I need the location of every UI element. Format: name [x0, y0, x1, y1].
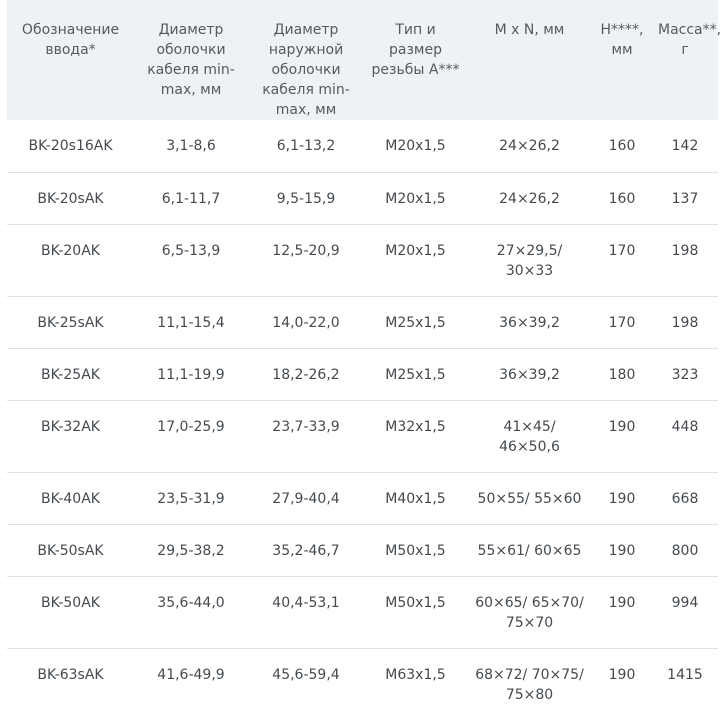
cell-designation: BK-20sAK	[7, 172, 134, 225]
cell-outer-sheath-diameter: 6,1-13,2	[248, 120, 364, 173]
cell-height: 160	[592, 172, 652, 225]
cell-height: 160	[592, 120, 652, 173]
cell-height: 190	[592, 576, 652, 649]
cell-designation: BK-25sAK	[7, 296, 134, 349]
cell-thread: M32x1,5	[364, 400, 467, 473]
cell-designation: BK-40AK	[7, 472, 134, 525]
cell-outer-sheath-diameter: 18,2-26,2	[248, 348, 364, 401]
cell-mass: 198	[652, 296, 718, 349]
cell-cable-sheath-diameter: 41,6-49,9	[157, 666, 225, 683]
header-outer-sheath-diameter: Диаметр наружной оболочки кабеля min-max…	[262, 22, 350, 118]
cell-mass: 800	[652, 524, 718, 577]
cell-height: 190	[592, 400, 652, 473]
cell-outer-sheath-diameter: 14,0-22,0	[248, 296, 364, 349]
cell-m-x-n: 24×26,2	[467, 172, 592, 225]
table-row: BK-63sAK 41,6-49,9 45,6-59,4 M63x1,5 68×…	[7, 648, 718, 708]
cell-thread: M25x1,5	[364, 348, 467, 401]
cell-thread: M40x1,5	[364, 472, 467, 525]
table-row: BK-25AK 11,1-19,9 18,2-26,2 M25x1,5 36×3…	[7, 348, 718, 401]
table-row: BK-20s16AK 3,1-8,6 6,1-13,2 M20x1,5 24×2…	[7, 120, 718, 173]
cell-cable-sheath-diameter: 6,5-13,9	[134, 224, 248, 297]
cell-height: 190	[608, 666, 636, 683]
cell-cable-sheath-diameter: 17,0-25,9	[134, 400, 248, 473]
cell-m-x-n: 36×39,2	[467, 296, 592, 349]
cell-height: 190	[592, 524, 652, 577]
cell-designation: BK-63sAK	[37, 666, 104, 683]
table-row: BK-50AK 35,6-44,0 40,4-53,1 M50x1,5 60×6…	[7, 576, 718, 649]
table-row: BK-50sAK 29,5-38,2 35,2-46,7 M50x1,5 55×…	[7, 524, 718, 577]
cell-m-x-n: 27×29,5/ 30×33	[467, 224, 592, 297]
header-mass: Масса**, г	[658, 22, 722, 58]
cell-mass: 142	[652, 120, 718, 173]
cell-mass: 323	[652, 348, 718, 401]
cell-thread: M50x1,5	[364, 576, 467, 649]
cell-outer-sheath-diameter: 23,7-33,9	[248, 400, 364, 473]
cell-m-x-n: 24×26,2	[467, 120, 592, 173]
cell-designation: BK-20s16AK	[7, 120, 134, 173]
table-row: BK-20sAK 6,1-11,7 9,5-15,9 M20x1,5 24×26…	[7, 172, 718, 225]
table-row: BK-20AK 6,5-13,9 12,5-20,9 M20x1,5 27×29…	[7, 224, 718, 297]
cell-designation: BK-32AK	[7, 400, 134, 473]
cell-m-x-n: 50×55/ 55×60	[467, 472, 592, 525]
cell-mass: 668	[652, 472, 718, 525]
cell-cable-sheath-diameter: 35,6-44,0	[134, 576, 248, 649]
table-row: BK-40AK 23,5-31,9 27,9-40,4 M40x1,5 50×5…	[7, 472, 718, 525]
cell-m-x-n: 60×65/ 65×70/ 75×70	[467, 576, 592, 649]
cell-height: 180	[592, 348, 652, 401]
cell-cable-sheath-diameter: 6,1-11,7	[134, 172, 248, 225]
cell-thread: M20x1,5	[364, 120, 467, 173]
cell-height: 170	[592, 224, 652, 297]
table-row: BK-25sAK 11,1-15,4 14,0-22,0 M25x1,5 36×…	[7, 296, 718, 349]
cell-mass: 137	[652, 172, 718, 225]
cable-gland-spec-table: Обозначение ввода* Диаметр оболочки кабе…	[7, 0, 722, 708]
cell-outer-sheath-diameter: 40,4-53,1	[248, 576, 364, 649]
cell-mass: 994	[652, 576, 718, 649]
cell-height: 190	[592, 472, 652, 525]
cell-mass: 1415	[667, 666, 703, 683]
cell-designation: BK-50AK	[7, 576, 134, 649]
cell-outer-sheath-diameter: 9,5-15,9	[248, 172, 364, 225]
cell-designation: BK-25AK	[7, 348, 134, 401]
cell-outer-sheath-diameter: 12,5-20,9	[248, 224, 364, 297]
cell-m-x-n: 36×39,2	[467, 348, 592, 401]
header-cable-sheath-diameter: Диаметр оболочки кабеля min-max, мм	[147, 22, 235, 98]
cell-cable-sheath-diameter: 23,5-31,9	[134, 472, 248, 525]
cell-cable-sheath-diameter: 11,1-19,9	[134, 348, 248, 401]
cell-designation: BK-20AK	[7, 224, 134, 297]
cell-m-x-n: 41×45/ 46×50,6	[467, 400, 592, 473]
cell-thread: M20x1,5	[364, 172, 467, 225]
cell-m-x-n: 55×61/ 60×65	[467, 524, 592, 577]
cell-thread: M63x1,5	[385, 666, 446, 683]
header-height: H****, мм	[600, 22, 644, 58]
cell-cable-sheath-diameter: 3,1-8,6	[134, 120, 248, 173]
header-thread-type-size: Тип и размер резьбы А***	[371, 22, 460, 78]
cell-m-x-n: 68×72/ 70×75/ 75×80	[475, 666, 584, 703]
cell-cable-sheath-diameter: 11,1-15,4	[134, 296, 248, 349]
cell-thread: M50x1,5	[364, 524, 467, 577]
cell-designation: BK-50sAK	[7, 524, 134, 577]
cell-cable-sheath-diameter: 29,5-38,2	[134, 524, 248, 577]
cell-height: 170	[592, 296, 652, 349]
cell-mass: 198	[652, 224, 718, 297]
cell-outer-sheath-diameter: 45,6-59,4	[272, 666, 340, 683]
cell-mass: 448	[652, 400, 718, 473]
header-designation: Обозначение ввода*	[21, 22, 120, 58]
cell-thread: M20x1,5	[364, 224, 467, 297]
table-row: BK-32AK 17,0-25,9 23,7-33,9 M32x1,5 41×4…	[7, 400, 718, 473]
cell-outer-sheath-diameter: 27,9-40,4	[248, 472, 364, 525]
header-m-x-n: M x N, мм	[494, 22, 565, 38]
table-header-row: Обозначение ввода* Диаметр оболочки кабе…	[7, 0, 722, 120]
cell-thread: M25x1,5	[364, 296, 467, 349]
cell-outer-sheath-diameter: 35,2-46,7	[248, 524, 364, 577]
